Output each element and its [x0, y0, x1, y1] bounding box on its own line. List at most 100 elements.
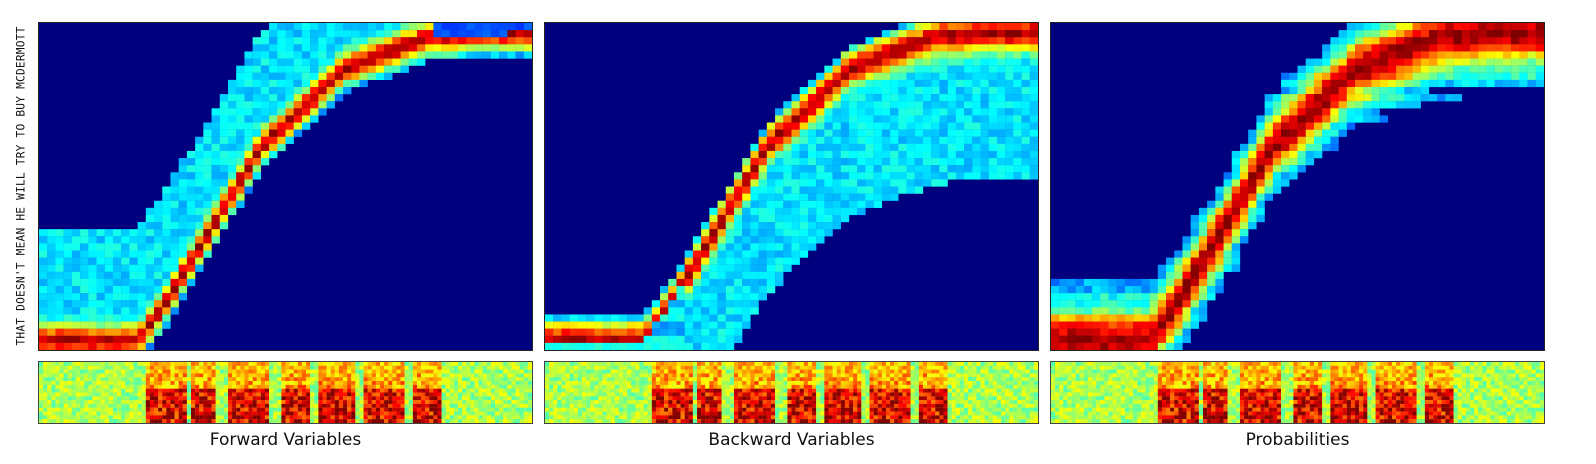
- spectrogram-cell: [351, 366, 355, 370]
- heatmap-cell: [499, 30, 507, 37]
- spectrogram-cell: [261, 389, 265, 393]
- spectrogram-cell: [570, 396, 574, 400]
- spectrogram-cell: [261, 362, 265, 366]
- spectrogram-cell: [755, 412, 759, 416]
- spectrogram-cell: [220, 377, 224, 381]
- heatmap-cell: [105, 229, 113, 236]
- heatmap-cell: [121, 307, 129, 314]
- heatmap-cell: [627, 343, 635, 350]
- spectrogram-cell: [755, 370, 759, 374]
- spectrogram-cell: [232, 389, 236, 393]
- spectrogram-cell: [672, 412, 676, 416]
- heatmap-cell: [450, 23, 458, 30]
- heatmap-cell: [792, 115, 800, 122]
- spectrogram-cell: [545, 393, 549, 397]
- heatmap-cell: [931, 165, 939, 172]
- spectrogram-cell: [438, 412, 442, 416]
- heatmap-cell: [318, 66, 326, 73]
- spectrogram-cell: [187, 377, 191, 381]
- heatmap-cell: [734, 322, 742, 329]
- spectrogram-cell: [72, 381, 76, 385]
- heatmap-cell: [857, 87, 865, 94]
- spectrogram-cell: [779, 381, 783, 385]
- spectrogram-cell: [557, 400, 561, 404]
- spectrogram-cell: [392, 362, 396, 366]
- spectrogram-cell: [672, 385, 676, 389]
- spectrogram-cell: [80, 408, 84, 412]
- spectrogram-cell: [722, 370, 726, 374]
- heatmap-cell: [865, 101, 873, 108]
- spectrogram-cell: [627, 415, 631, 419]
- spectrogram-cell: [849, 377, 853, 381]
- heatmap-cell: [253, 158, 261, 165]
- heatmap-cell: [121, 286, 129, 293]
- spectrogram-cell: [294, 400, 298, 404]
- heatmap-cell: [594, 336, 602, 343]
- spectrogram-cell: [833, 362, 837, 366]
- spectrogram-cell: [495, 370, 499, 374]
- spectrogram-cell: [783, 400, 787, 404]
- heatmap-cell: [915, 130, 923, 137]
- heatmap-cell: [907, 73, 915, 80]
- spectrogram-cell: [249, 362, 253, 366]
- spectrogram-cell: [55, 408, 59, 412]
- spectrogram-cell: [191, 366, 195, 370]
- heatmap-cell: [923, 101, 931, 108]
- spectrogram-cell: [331, 370, 335, 374]
- heatmap-cell: [113, 293, 121, 300]
- spectrogram-cell: [787, 415, 791, 419]
- heatmap-cell: [709, 265, 717, 272]
- spectrogram-cell: [808, 400, 812, 404]
- spectrogram-cell: [265, 404, 269, 408]
- spectrogram-cell: [92, 370, 96, 374]
- heatmap-cell: [849, 187, 857, 194]
- heatmap-cell: [816, 172, 824, 179]
- spectrogram-cell: [158, 415, 162, 419]
- heatmap-cell: [775, 208, 783, 215]
- spectrogram-cell: [166, 385, 170, 389]
- heatmap-cell: [882, 115, 890, 122]
- spectrogram-cell: [64, 381, 68, 385]
- heatmap-cell: [72, 293, 80, 300]
- spectrogram-cell: [425, 408, 429, 412]
- heatmap-cell: [775, 201, 783, 208]
- heatmap-cell: [458, 30, 466, 37]
- spectrogram-cell: [664, 385, 668, 389]
- spectrogram-cell: [47, 404, 51, 408]
- heatmap-cell: [939, 30, 947, 37]
- heatmap-cell: [269, 80, 277, 87]
- spectrogram-cell: [175, 366, 179, 370]
- heatmap-cell: [824, 73, 832, 80]
- heatmap-cell: [80, 258, 88, 265]
- spectrogram-cell: [474, 419, 478, 423]
- spectrogram-cell: [339, 366, 343, 370]
- spectrogram-cell: [302, 408, 306, 412]
- spectrogram-cell: [676, 373, 680, 377]
- spectrogram-cell: [207, 408, 211, 412]
- spectrogram-cell: [746, 393, 750, 397]
- spectrogram-cell: [47, 419, 51, 423]
- spectrogram-cell: [224, 408, 228, 412]
- heatmap-cell: [997, 108, 1005, 115]
- spectrogram-cell: [421, 373, 425, 377]
- heatmap-cell: [783, 265, 791, 272]
- spectrogram-cell: [421, 362, 425, 366]
- heatmap-cell: [55, 293, 63, 300]
- heatmap-cell: [898, 130, 906, 137]
- spectrogram-cell: [507, 408, 511, 412]
- spectrogram-cell: [253, 366, 257, 370]
- heatmap-cell: [129, 286, 137, 293]
- spectrogram-cell: [179, 385, 183, 389]
- spectrogram-cell: [191, 404, 195, 408]
- spectrogram-cell: [224, 393, 228, 397]
- heatmap-cell: [783, 137, 791, 144]
- spectrogram-cell: [281, 373, 285, 377]
- spectrogram-cell: [603, 415, 607, 419]
- spectrogram-cell: [792, 404, 796, 408]
- spectrogram-cell: [113, 381, 117, 385]
- heatmap-cell: [685, 307, 693, 314]
- heatmap-cell: [759, 243, 767, 250]
- spectrogram-cell: [417, 362, 421, 366]
- spectrogram-cell: [734, 415, 738, 419]
- spectrogram-cell: [664, 370, 668, 374]
